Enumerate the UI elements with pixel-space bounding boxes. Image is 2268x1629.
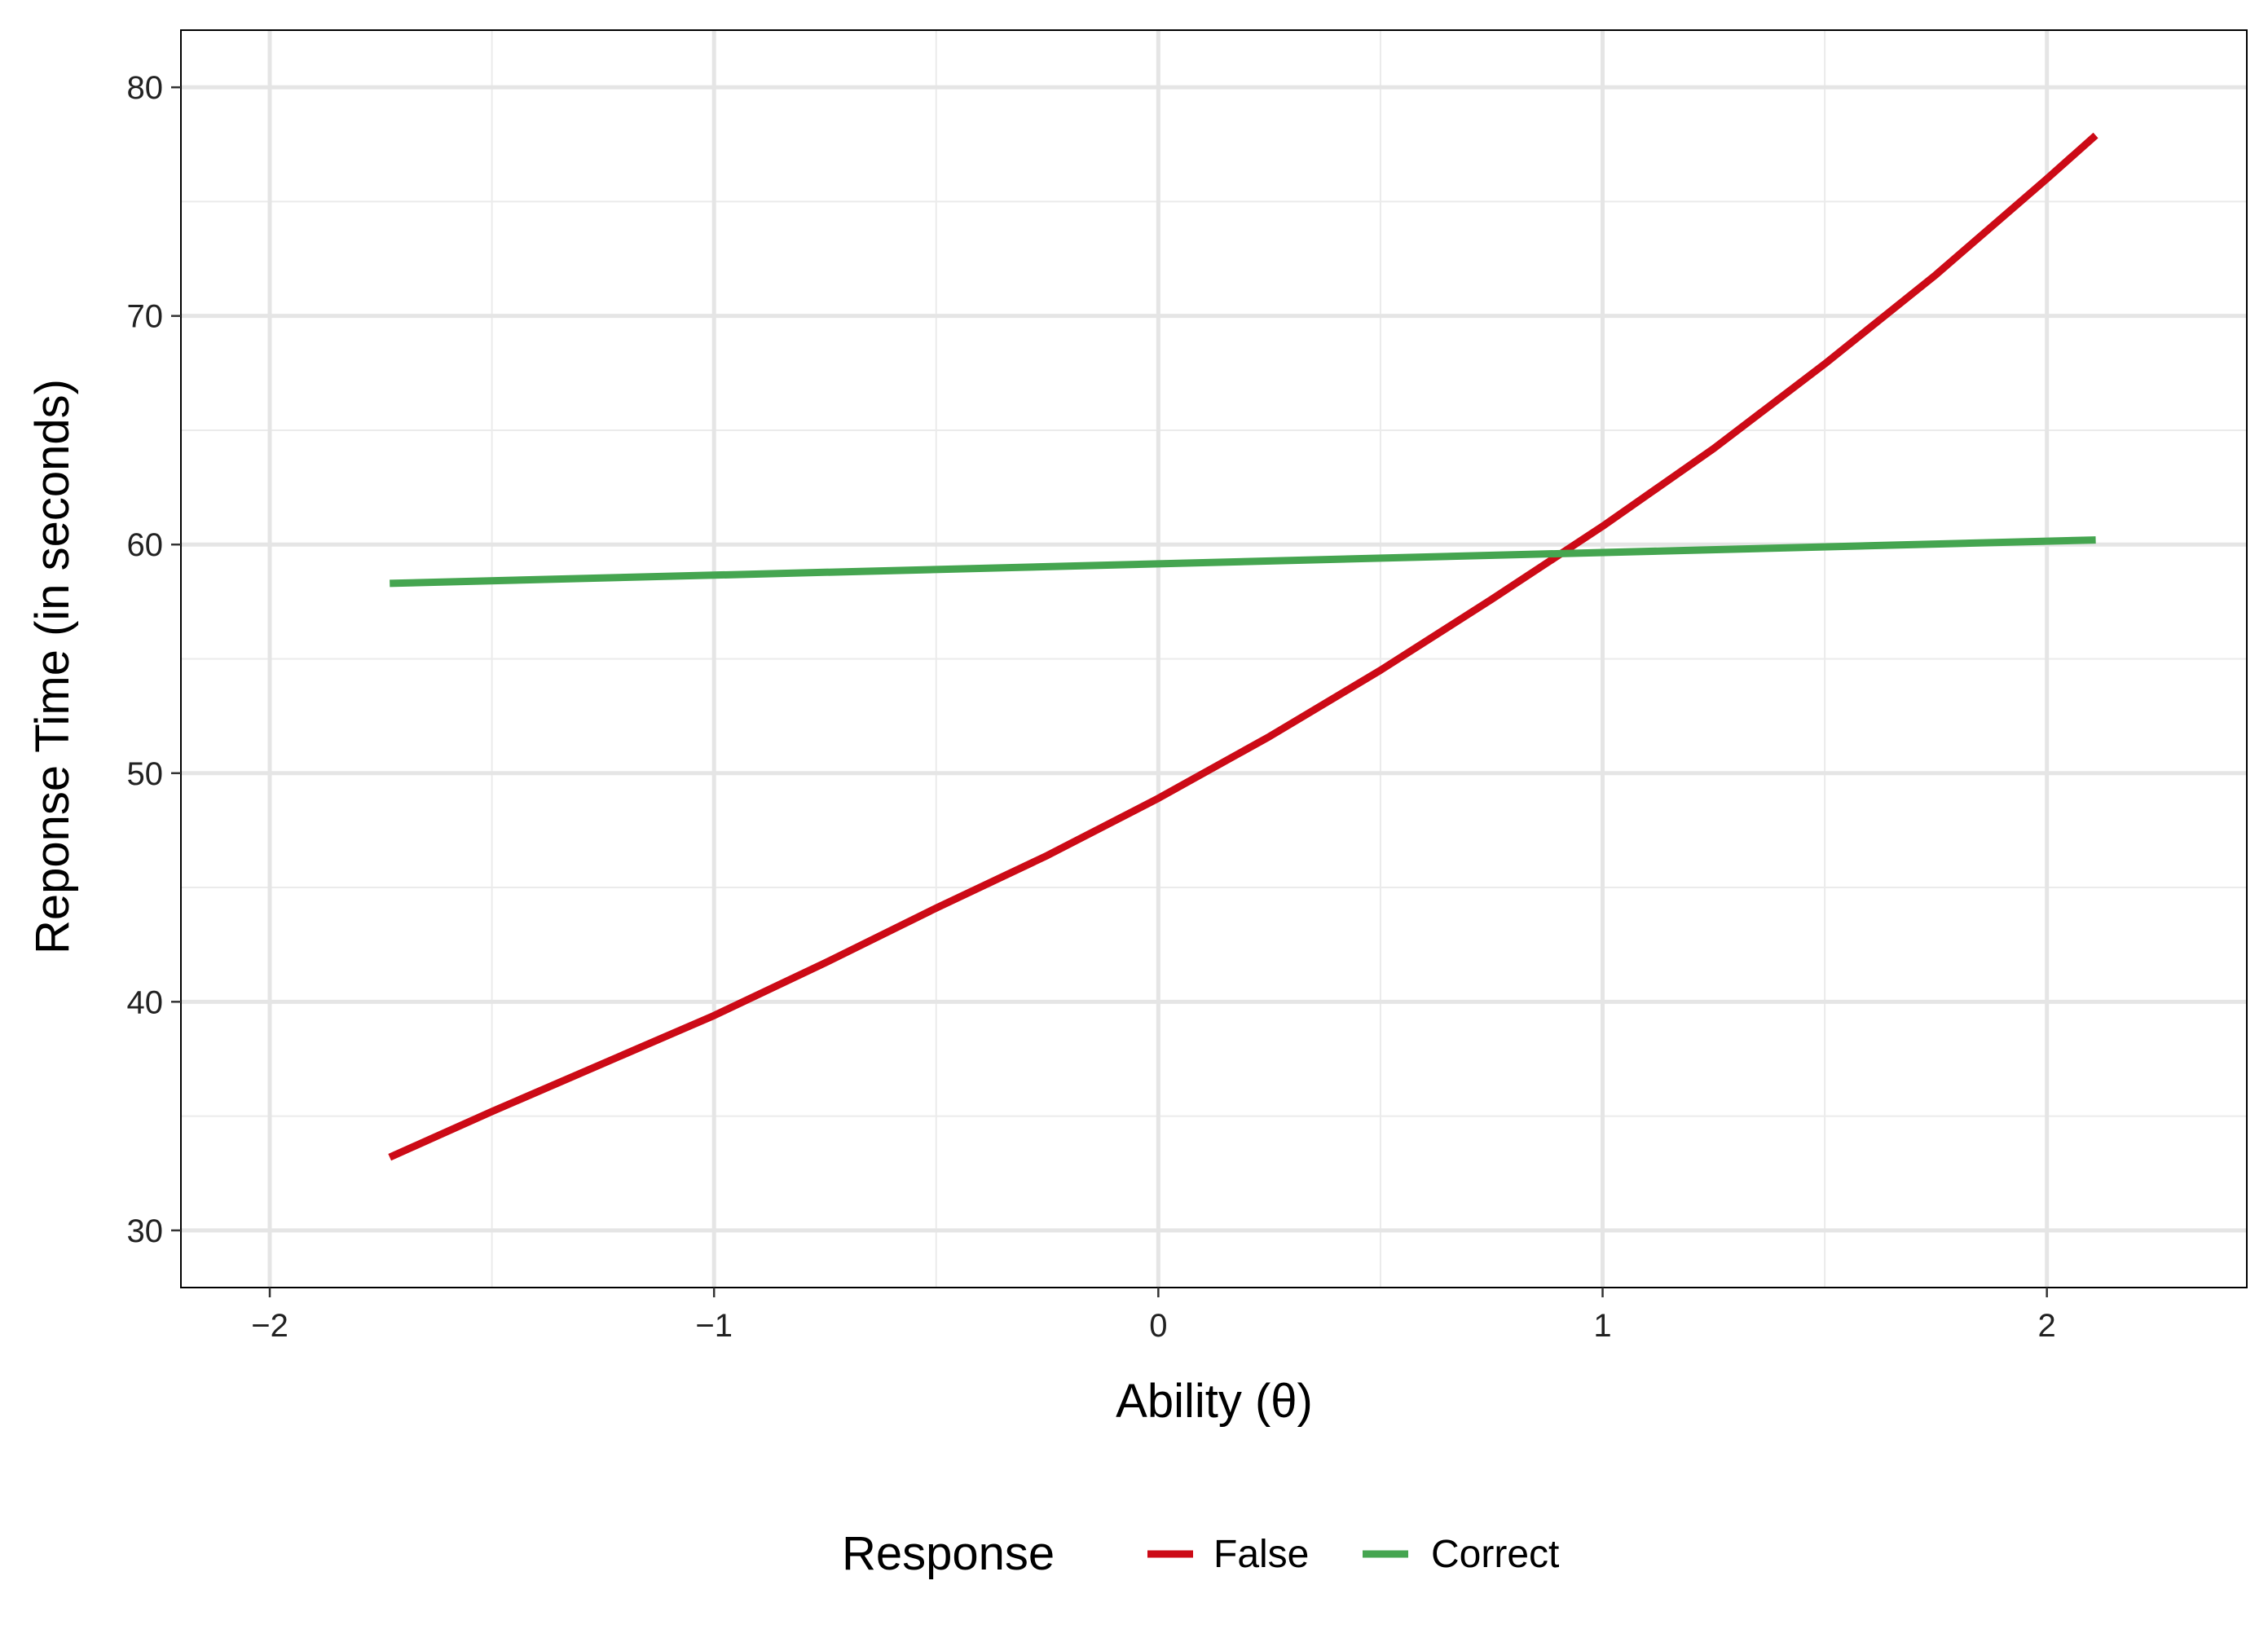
x-tick-label: −1 [695,1308,733,1344]
y-tick-label: 30 [127,1213,164,1249]
series-line-false [388,132,2098,1161]
series-line-correct [390,536,2096,588]
axis-ticks [171,86,2048,1297]
x-axis-title: Ability (θ) [1116,1375,1313,1428]
legend-label-correct: Correct [1431,1533,1559,1576]
grid-major [181,30,2247,1288]
x-tick-labels: −2 −1 0 1 2 [251,1308,2056,1344]
x-tick-label: 1 [1593,1308,1611,1344]
y-tick-labels: 30 40 50 60 70 80 [127,70,164,1249]
series-layer [388,132,2098,1161]
y-axis-title: Reponse Time (in seconds) [26,379,79,954]
legend-title: Response [842,1527,1055,1580]
y-tick-label: 50 [127,756,164,792]
panel-border [180,29,2248,1288]
grid-minor [181,30,2247,1288]
x-tick-label: 2 [2038,1308,2056,1344]
y-tick-label: 70 [127,299,164,335]
legend: Response False Correct [842,1527,1559,1580]
x-tick-label: 0 [1149,1308,1167,1344]
y-tick-label: 60 [127,527,164,563]
x-tick-label: −2 [251,1308,288,1344]
legend-label-false: False [1213,1533,1309,1576]
y-tick-label: 80 [127,70,164,106]
y-tick-label: 40 [127,984,164,1020]
